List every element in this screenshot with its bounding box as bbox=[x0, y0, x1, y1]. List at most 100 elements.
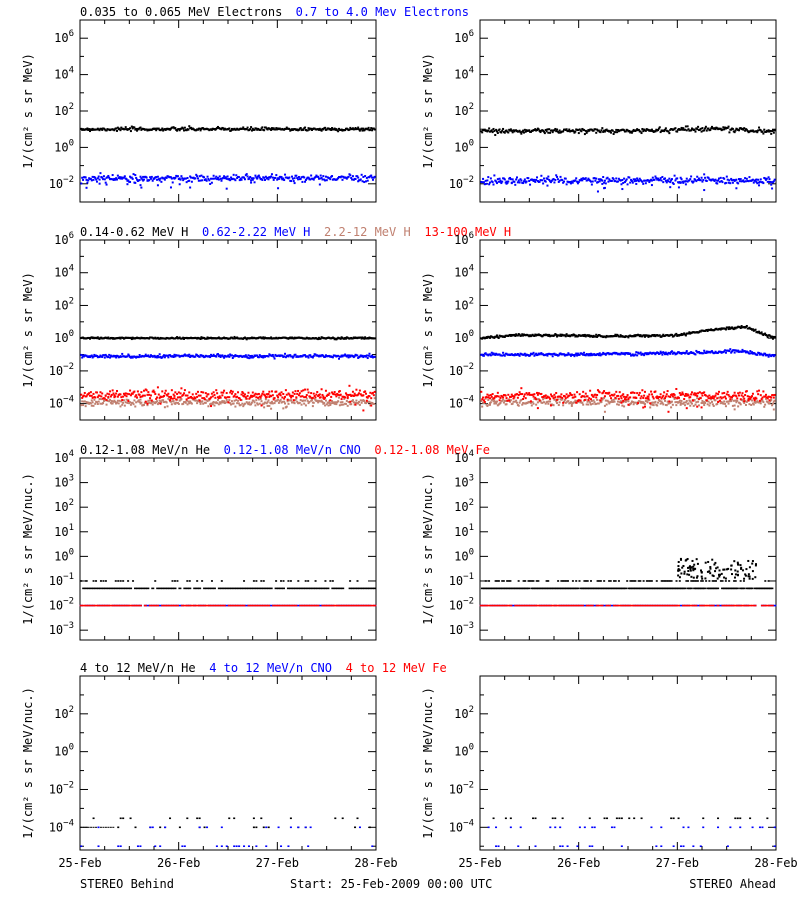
data-point bbox=[575, 400, 578, 403]
data-point bbox=[247, 403, 250, 406]
data-point bbox=[136, 604, 140, 607]
data-point bbox=[581, 587, 585, 590]
data-point bbox=[554, 398, 557, 401]
data-point bbox=[104, 604, 108, 607]
legend-entry: 13-100 MeV H bbox=[424, 225, 511, 239]
data-point bbox=[667, 180, 670, 183]
data-point bbox=[577, 399, 580, 402]
data-point bbox=[516, 181, 519, 184]
data-point bbox=[571, 181, 574, 184]
data-point bbox=[196, 395, 199, 398]
data-point bbox=[589, 389, 592, 392]
data-point bbox=[230, 587, 234, 590]
data-point bbox=[493, 336, 496, 339]
data-point bbox=[116, 401, 118, 404]
data-point bbox=[129, 394, 132, 397]
data-point bbox=[172, 393, 175, 396]
data-point bbox=[508, 398, 511, 401]
data-point bbox=[300, 403, 303, 406]
data-point bbox=[720, 180, 723, 183]
data-point bbox=[559, 352, 562, 355]
data-point bbox=[770, 398, 773, 401]
data-point bbox=[324, 404, 327, 407]
data-point bbox=[717, 396, 720, 399]
data-point bbox=[180, 604, 184, 607]
data-point bbox=[250, 181, 253, 184]
data-point bbox=[664, 397, 666, 400]
data-point bbox=[505, 587, 509, 590]
data-point bbox=[616, 403, 619, 406]
data-point bbox=[597, 178, 600, 181]
data-point bbox=[597, 354, 600, 357]
data-point bbox=[230, 389, 233, 392]
data-point bbox=[545, 353, 548, 356]
data-point bbox=[756, 131, 759, 134]
data-point bbox=[216, 125, 219, 128]
data-point bbox=[156, 386, 159, 389]
data-point bbox=[270, 175, 273, 178]
data-point bbox=[749, 350, 752, 353]
data-point bbox=[87, 604, 91, 607]
data-point bbox=[163, 604, 167, 607]
data-point bbox=[227, 604, 231, 607]
data-point bbox=[83, 391, 86, 394]
data-point bbox=[270, 402, 273, 405]
data-point bbox=[339, 401, 342, 404]
data-point bbox=[532, 395, 535, 398]
data-point bbox=[718, 180, 721, 183]
data-point bbox=[549, 181, 552, 184]
data-point bbox=[270, 407, 273, 410]
y-tick-label: 102 bbox=[454, 296, 474, 312]
data-point bbox=[123, 394, 126, 397]
data-point bbox=[252, 395, 255, 398]
series-points bbox=[480, 125, 776, 137]
data-point bbox=[243, 580, 246, 582]
data-point bbox=[723, 350, 726, 353]
data-point bbox=[726, 178, 729, 181]
data-point bbox=[123, 404, 126, 407]
data-point bbox=[707, 176, 710, 179]
data-point bbox=[602, 587, 606, 590]
data-point bbox=[616, 394, 619, 397]
data-point bbox=[510, 393, 513, 396]
data-point bbox=[625, 395, 628, 398]
data-point bbox=[623, 395, 626, 398]
data-point bbox=[637, 334, 640, 337]
data-point bbox=[249, 587, 253, 590]
data-point bbox=[251, 391, 254, 394]
data-point bbox=[332, 337, 335, 340]
data-point bbox=[183, 389, 186, 392]
data-point bbox=[656, 395, 659, 398]
y-tick-label: 104 bbox=[54, 449, 74, 465]
data-point bbox=[548, 178, 551, 181]
data-point bbox=[765, 334, 768, 337]
data-point bbox=[88, 128, 91, 131]
data-point bbox=[512, 397, 515, 400]
data-point bbox=[645, 397, 648, 400]
data-point bbox=[270, 390, 273, 393]
data-point bbox=[602, 176, 605, 179]
data-point bbox=[705, 179, 708, 182]
data-point bbox=[286, 587, 290, 590]
data-point bbox=[205, 587, 209, 590]
data-point bbox=[615, 177, 618, 180]
data-point bbox=[532, 351, 535, 354]
data-point bbox=[602, 130, 605, 133]
data-point bbox=[662, 181, 665, 184]
data-point bbox=[318, 127, 321, 130]
data-point bbox=[168, 587, 172, 590]
data-point bbox=[520, 387, 523, 390]
data-point bbox=[232, 587, 236, 590]
data-point bbox=[223, 175, 226, 178]
data-point bbox=[565, 393, 568, 396]
data-point bbox=[368, 352, 371, 355]
data-point bbox=[185, 398, 188, 401]
data-point bbox=[301, 180, 304, 183]
data-point bbox=[540, 392, 543, 395]
data-point bbox=[252, 177, 255, 180]
data-point bbox=[531, 587, 535, 590]
data-point bbox=[160, 401, 163, 404]
data-point bbox=[209, 356, 212, 359]
data-point bbox=[354, 126, 357, 129]
data-point bbox=[180, 398, 183, 401]
